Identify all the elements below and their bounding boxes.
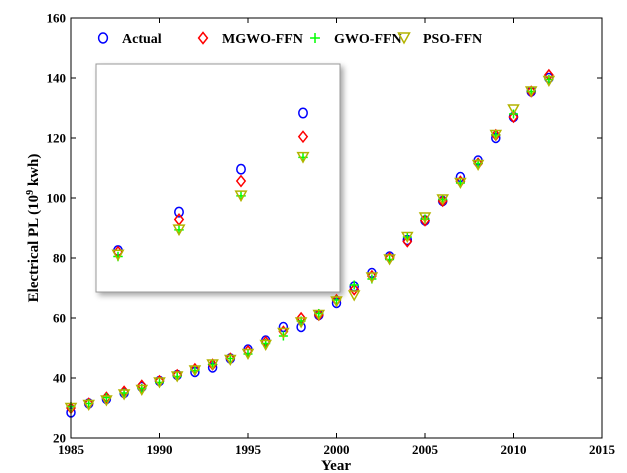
data-point	[524, 86, 538, 98]
legend-item: GWO-FFN	[310, 32, 402, 47]
data-point	[507, 104, 520, 116]
inset-point	[236, 163, 246, 175]
inset-point	[172, 224, 186, 237]
inset-group-3	[296, 107, 310, 164]
data-point	[471, 159, 485, 172]
data-point	[82, 399, 95, 412]
inset-group-2	[234, 163, 248, 203]
y-tick-label: 40	[53, 371, 66, 386]
inset-point	[235, 174, 247, 188]
y-axis-label-exponent: 9	[25, 190, 36, 195]
data-point	[153, 377, 166, 389]
y-tick-label: 20	[53, 431, 66, 446]
data-point	[454, 177, 467, 190]
legend-marker	[197, 31, 209, 45]
x-tick-label: 1985	[58, 442, 85, 457]
data-point	[312, 309, 326, 322]
x-tick-label: 2010	[501, 442, 527, 457]
inset-point	[234, 190, 248, 203]
data-point	[542, 75, 556, 88]
data-point	[259, 339, 272, 352]
data-point	[402, 235, 413, 248]
legend-marker	[97, 32, 109, 44]
legend-label: MGWO-FFN	[222, 32, 303, 47]
y-tick-label: 140	[47, 71, 67, 86]
x-tick-label: 2015	[589, 442, 616, 457]
data-point	[347, 290, 361, 302]
legend-label: GWO-FFN	[334, 32, 402, 47]
legend-marker	[397, 32, 411, 45]
data-point	[241, 348, 255, 361]
data-point	[349, 283, 360, 296]
data-point	[383, 254, 396, 266]
data-point	[330, 296, 343, 308]
data-point	[508, 110, 519, 124]
legend-label: PSO-FFN	[423, 32, 482, 47]
inset-frame	[95, 63, 341, 293]
data-point	[100, 395, 113, 407]
x-tick-label: 1995	[235, 442, 262, 457]
y-tick-label: 60	[53, 311, 66, 326]
legend-item: MGWO-FFN	[197, 31, 303, 47]
legend-label: Actual	[122, 32, 162, 47]
y-tick-label: 120	[47, 131, 67, 146]
data-point	[436, 194, 449, 206]
data-point	[294, 317, 308, 329]
data-point	[365, 272, 379, 284]
data-point	[489, 129, 503, 142]
data-point	[418, 212, 432, 224]
y-tick-label: 80	[53, 251, 66, 266]
inset-box	[95, 63, 341, 293]
y-axis-label-unit: kwh)	[26, 154, 42, 190]
data-point	[349, 280, 359, 290]
inset-group-0	[111, 245, 125, 262]
y-axis-label-main: Electrical PL (10	[26, 195, 42, 302]
data-point	[277, 327, 290, 340]
x-tick-labels: 1985 1990 1995 2000 2005 2010 2015	[58, 442, 616, 457]
inset-point	[298, 107, 308, 119]
data-point	[170, 371, 184, 383]
y-tick-label: 160	[47, 11, 67, 26]
data-point	[224, 354, 237, 367]
legend-item: PSO-FFN	[397, 32, 482, 47]
inset-group-1	[172, 206, 186, 237]
inset-point	[297, 130, 309, 144]
data-point	[401, 231, 414, 244]
data-point	[135, 384, 149, 397]
x-tick-label: 1990	[147, 442, 173, 457]
data-point	[206, 359, 219, 371]
inset-point	[174, 206, 184, 218]
data-point	[188, 365, 202, 377]
y-tick-labels: 20 40 60 80 100 120 140 160	[47, 11, 67, 446]
inset-point	[296, 151, 310, 164]
inset-point	[111, 249, 125, 262]
data-point	[117, 389, 131, 401]
legend-marker	[310, 33, 320, 43]
inset-markers	[111, 107, 310, 262]
y-tick-label: 100	[47, 191, 67, 206]
y-axis-label: Electrical PL (109 kwh)	[25, 154, 43, 303]
legend-item: Actual	[97, 32, 162, 47]
x-tick-label: 2000	[324, 442, 350, 457]
x-axis-label: Year	[321, 458, 351, 473]
plot-frame	[70, 17, 603, 439]
x-tick-label: 2005	[412, 442, 439, 457]
data-point	[101, 393, 111, 402]
legend: Actual MGWO-FFN GWO-FFN PSO-FFN	[97, 31, 482, 47]
